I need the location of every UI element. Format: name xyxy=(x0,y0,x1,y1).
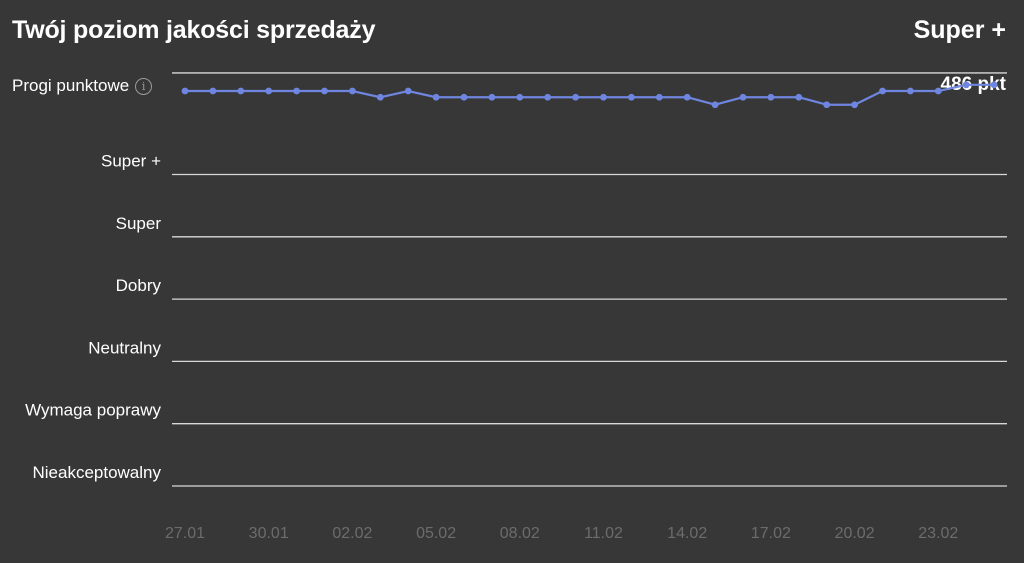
x-tick-label: 14.02 xyxy=(667,525,707,542)
data-point-11.02[interactable] xyxy=(600,93,607,101)
data-point-16.02[interactable] xyxy=(739,93,747,101)
data-point-05.02[interactable] xyxy=(432,93,440,101)
data-point-20.02[interactable] xyxy=(851,101,858,109)
y-category-label: Dobry xyxy=(116,276,162,295)
info-icon[interactable]: i xyxy=(135,77,153,95)
data-point-30.01[interactable] xyxy=(265,87,273,95)
x-tick-label: 17.02 xyxy=(751,525,791,542)
data-point-29.01[interactable] xyxy=(237,87,245,95)
x-tick-label: 23.02 xyxy=(918,525,958,542)
y-category-label: Neutralny xyxy=(88,338,161,357)
data-point-22.02[interactable] xyxy=(907,87,914,95)
data-point-14.02[interactable] xyxy=(683,93,691,101)
data-point-23.02[interactable] xyxy=(934,87,942,95)
y-category-label: Wymaga poprawy xyxy=(25,401,161,420)
data-point-25.02[interactable] xyxy=(990,81,998,89)
x-tick-label: 27.01 xyxy=(165,525,205,542)
page-title: Twój poziom jakości sprzedaży xyxy=(12,16,376,44)
data-point-02.02[interactable] xyxy=(349,87,356,95)
x-tick-label: 08.02 xyxy=(500,525,540,542)
data-point-06.02[interactable] xyxy=(460,93,468,101)
data-point-01.02[interactable] xyxy=(321,87,328,95)
data-point-19.02[interactable] xyxy=(823,101,831,109)
y-category-label: Nieakceptowalny xyxy=(32,463,161,482)
data-point-18.02[interactable] xyxy=(795,93,803,101)
y-category-label: Super xyxy=(116,214,162,233)
x-tick-label: 02.02 xyxy=(332,525,372,542)
series-line xyxy=(185,83,995,106)
data-point-08.02[interactable] xyxy=(516,93,524,101)
data-point-17.02[interactable] xyxy=(767,93,775,101)
data-point-07.02[interactable] xyxy=(488,93,496,101)
thresholds-label: Progi punktowe xyxy=(12,76,130,95)
data-point-31.01[interactable] xyxy=(293,87,300,95)
data-point-03.02[interactable] xyxy=(376,93,384,101)
data-point-21.02[interactable] xyxy=(879,87,886,95)
x-tick-label: 30.01 xyxy=(249,525,289,542)
data-point-27.01[interactable] xyxy=(181,87,189,95)
x-tick-label: 05.02 xyxy=(416,525,456,542)
data-point-12.02[interactable] xyxy=(628,93,635,101)
data-point-04.02[interactable] xyxy=(404,87,412,95)
data-point-13.02[interactable] xyxy=(655,93,663,101)
data-point-10.02[interactable] xyxy=(572,93,579,101)
data-point-24.02[interactable] xyxy=(962,81,970,89)
data-point-28.01[interactable] xyxy=(209,87,217,95)
x-tick-label: 20.02 xyxy=(835,525,875,542)
data-point-15.02[interactable] xyxy=(711,101,719,109)
thresholds-row: Progi punktowe i xyxy=(12,76,153,96)
x-tick-label: 11.02 xyxy=(584,525,623,542)
current-level: Super + xyxy=(913,16,1006,44)
data-point-09.02[interactable] xyxy=(544,93,552,101)
y-category-label: Super + xyxy=(101,152,161,171)
